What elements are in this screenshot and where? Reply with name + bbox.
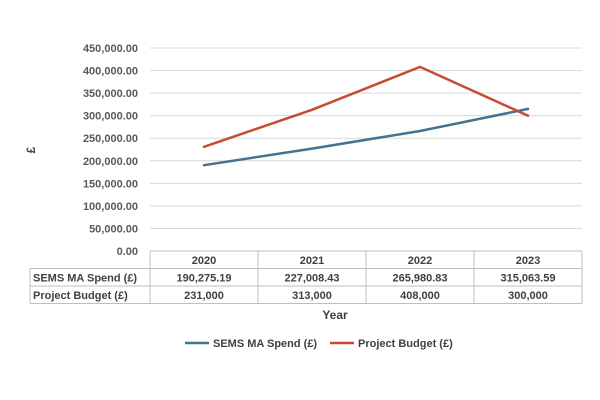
table-cell: 190,275.19 — [176, 272, 231, 284]
table-cell: 315,063.59 — [500, 272, 555, 284]
series-lines — [202, 65, 530, 167]
x-tick-label: 2023 — [516, 255, 540, 267]
y-tick-label: 100,000.00 — [83, 201, 138, 213]
table-cell: 300,000 — [508, 290, 548, 302]
y-axis-ticks: 0.00 50,000.00 100,000.00 150,000.00 200,000… — [83, 43, 138, 258]
series-line — [202, 107, 530, 167]
y-tick-label: 200,000.00 — [83, 156, 138, 168]
table-cell: 408,000 — [400, 290, 440, 302]
table-series-label: SEMS MA Spend (£) — [33, 272, 137, 284]
data-table: 2020 2021 2022 2023 SEMS MA Spend (£) 190,275… — [29, 250, 583, 304]
legend-label: Project Budget (£) — [358, 338, 453, 350]
legend-label: SEMS MA Spend (£) — [213, 338, 317, 350]
y-axis-title: £ — [24, 146, 38, 153]
y-tick-label: 300,000.00 — [83, 111, 138, 123]
x-tick-label: 2021 — [300, 255, 324, 267]
y-tick-label: 150,000.00 — [83, 178, 138, 190]
x-tick-label: 2020 — [192, 255, 216, 267]
y-tick-label: 400,000.00 — [83, 66, 138, 78]
x-tick-label: 2022 — [408, 255, 432, 267]
table-cell: 265,980.83 — [392, 272, 447, 284]
y-tick-label: 0.00 — [117, 246, 138, 258]
x-axis-title: Year — [322, 308, 348, 322]
legend: SEMS MA Spend (£) Project Budget (£) — [185, 338, 453, 350]
y-tick-label: 450,000.00 — [83, 43, 138, 55]
y-tick-label: 250,000.00 — [83, 133, 138, 145]
series-line — [202, 65, 530, 149]
y-tick-label: 50,000.00 — [89, 223, 138, 235]
table-cell: 231,000 — [184, 290, 224, 302]
gridlines — [150, 47, 582, 229]
table-series-label: Project Budget (£) — [33, 290, 128, 302]
y-tick-label: 350,000.00 — [83, 88, 138, 100]
table-cell: 227,008.43 — [284, 272, 339, 284]
table-cell: 313,000 — [292, 290, 332, 302]
